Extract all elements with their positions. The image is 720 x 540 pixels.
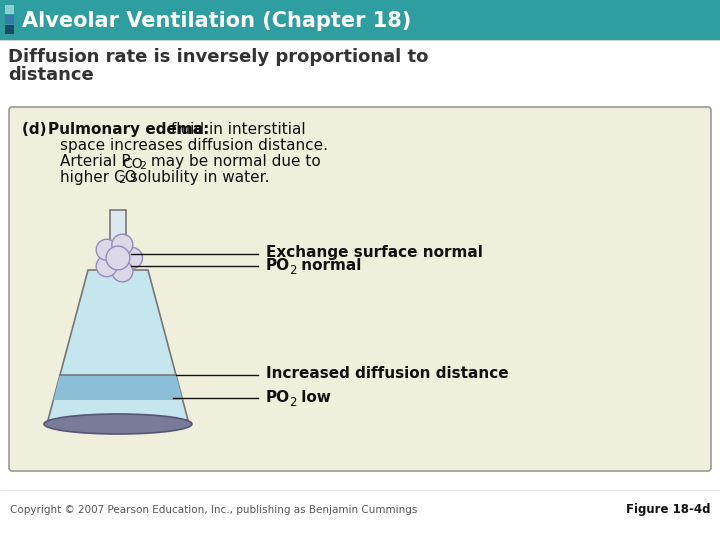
- Text: 2: 2: [139, 161, 146, 171]
- Text: space increases diffusion distance.: space increases diffusion distance.: [60, 138, 328, 153]
- Bar: [110, 210, 126, 270]
- Circle shape: [122, 247, 143, 268]
- Polygon shape: [53, 375, 183, 400]
- Text: fluid in interstitial: fluid in interstitial: [166, 122, 305, 137]
- Text: Arterial P: Arterial P: [60, 154, 130, 169]
- Text: Copyright © 2007 Pearson Education, Inc., publishing as Benjamin Cummings: Copyright © 2007 Pearson Education, Inc.…: [10, 505, 418, 515]
- Bar: [5, 25, 14, 34]
- Text: Increased diffusion distance: Increased diffusion distance: [266, 367, 508, 381]
- Text: may be normal due to: may be normal due to: [146, 154, 320, 169]
- Text: CO: CO: [122, 157, 143, 171]
- Bar: [0, 0, 720, 40]
- Circle shape: [106, 246, 130, 270]
- Text: PO: PO: [266, 389, 290, 404]
- Bar: [5, 15, 14, 24]
- Text: Diffusion rate is inversely proportional to: Diffusion rate is inversely proportional…: [8, 48, 428, 66]
- Ellipse shape: [44, 414, 192, 434]
- FancyBboxPatch shape: [9, 107, 711, 471]
- Text: Alveolar Ventilation (Chapter 18): Alveolar Ventilation (Chapter 18): [22, 11, 411, 31]
- Text: distance: distance: [8, 66, 94, 84]
- Circle shape: [112, 261, 132, 282]
- Text: Figure 18-4d: Figure 18-4d: [626, 503, 710, 516]
- Text: PO: PO: [266, 258, 290, 273]
- Text: 2: 2: [289, 264, 297, 277]
- Text: (d): (d): [22, 122, 52, 137]
- Text: low: low: [296, 389, 331, 404]
- Text: Exchange surface normal: Exchange surface normal: [266, 245, 483, 260]
- Circle shape: [96, 239, 117, 260]
- Circle shape: [112, 234, 132, 255]
- Circle shape: [96, 256, 117, 276]
- Text: Pulmonary edema:: Pulmonary edema:: [48, 122, 210, 137]
- Polygon shape: [48, 270, 188, 420]
- Text: 2: 2: [289, 395, 297, 408]
- Text: 2: 2: [118, 175, 125, 185]
- Text: normal: normal: [296, 258, 361, 273]
- Text: higher CO: higher CO: [60, 170, 137, 185]
- Text: solubility in water.: solubility in water.: [125, 170, 269, 185]
- Bar: [5, 5, 14, 14]
